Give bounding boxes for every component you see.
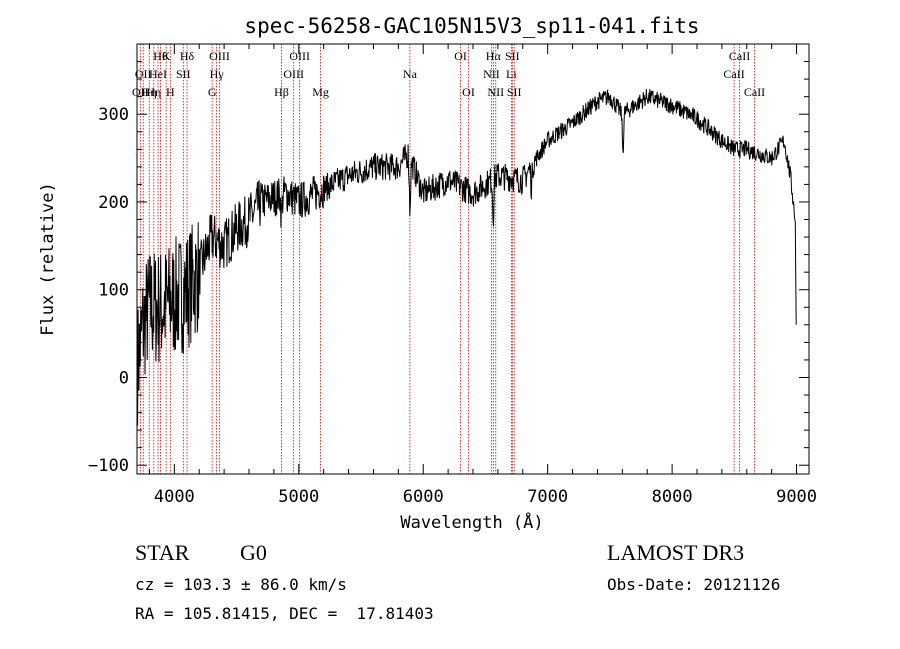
line-marker-label: OII: [132, 85, 149, 99]
line-marker-label: G: [208, 85, 217, 99]
line-marker-label: Hγ: [210, 67, 225, 81]
y-tick-label: 0: [119, 368, 129, 388]
x-tick-label: 4000: [154, 487, 195, 507]
y-tick-label: 200: [98, 193, 129, 213]
x-tick-label: 8000: [652, 487, 693, 507]
info-block: STAR G0 LAMOST DR3 cz = 103.3 ± 86.0 km/…: [135, 540, 780, 623]
y-tick-label: −100: [88, 456, 129, 476]
line-marker-label: Hη: [142, 85, 157, 99]
x-tick-label: 7000: [527, 487, 568, 507]
line-marker-label: NII: [483, 67, 500, 81]
obs-date-text: Obs-Date: 20121126: [607, 575, 780, 594]
plot-frame: [136, 43, 810, 475]
line-marker-label: Na: [403, 67, 418, 81]
line-marker-label: SII: [507, 85, 522, 99]
line-marker-label: Hη: [146, 85, 161, 99]
line-marker-label: Li: [506, 67, 517, 81]
spectrum-line: [137, 88, 797, 426]
line-marker-label: Hβ: [274, 85, 289, 99]
object-class: STAR: [135, 540, 190, 565]
line-marker-label: CaII: [723, 67, 744, 81]
x-tick-label: 9000: [776, 487, 817, 507]
line-marker-label: CaII: [744, 85, 765, 99]
line-marker-label: OIII: [289, 49, 310, 63]
emission-line-markers: OIIOIIHηHηHeIHθKHSIIHδGHγOIIIHβOIIIOIIIM…: [132, 44, 765, 474]
coordinates-text: RA = 105.81415, DEC = 17.81403: [135, 604, 434, 623]
y-tick-label: 100: [98, 281, 129, 301]
y-axis-label: Flux (relative): [38, 182, 58, 336]
chart-title: spec-56258-GAC105N15V3_sp11-041.fits: [244, 14, 699, 38]
line-marker-label: NII: [487, 85, 504, 99]
line-marker-label: HeI: [149, 67, 167, 81]
line-marker-label: OIII: [209, 49, 230, 63]
y-tick-label: 300: [98, 105, 129, 125]
x-axis-label: Wavelength (Å): [400, 511, 543, 533]
line-marker-label: Mg: [312, 85, 329, 99]
object-subclass: G0: [240, 540, 267, 565]
line-marker-label: OII: [135, 67, 152, 81]
x-tick-label: 5000: [278, 487, 319, 507]
line-marker-label: OI: [462, 85, 475, 99]
line-marker-label: H: [166, 85, 175, 99]
spectrum-series: [137, 88, 797, 426]
line-marker-label: OI: [454, 49, 467, 63]
y-axis: −100 0 100 200 300: [88, 61, 809, 476]
redshift-text: cz = 103.3 ± 86.0 km/s: [135, 575, 347, 594]
line-marker-label: CaII: [729, 49, 750, 63]
line-marker-label: SII: [176, 67, 191, 81]
survey-name: LAMOST DR3: [607, 540, 744, 565]
line-marker-label: SII: [505, 49, 520, 63]
line-marker-label: Hα: [486, 49, 502, 63]
x-tick-label: 6000: [403, 487, 444, 507]
x-axis: 4000 5000 6000 7000 8000 9000: [148, 44, 817, 507]
line-marker-label: Hθ: [153, 49, 168, 63]
line-marker-label: Hδ: [180, 49, 195, 63]
line-marker-label: K: [162, 49, 171, 63]
line-marker-label: OIII: [283, 67, 304, 81]
